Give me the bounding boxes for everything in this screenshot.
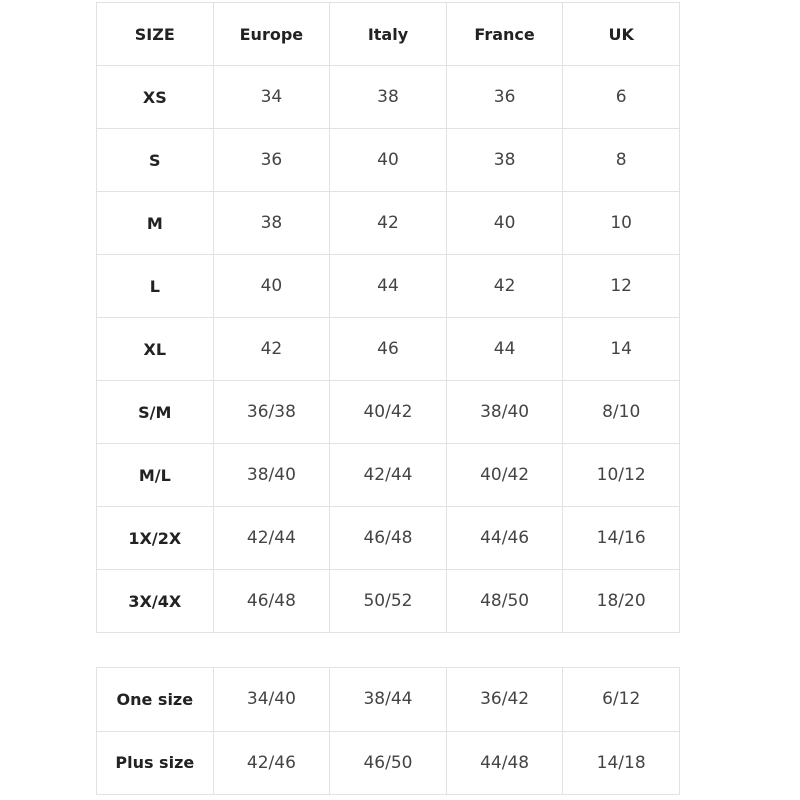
size-label-cell: L (96, 254, 214, 318)
size-label-cell: S (96, 128, 214, 192)
table-row: 3X/4X 46/48 50/52 48/50 18/20 (96, 569, 680, 633)
value-cell: France (445, 2, 564, 66)
value-cell: 40 (212, 254, 331, 318)
value-cell: 40/42 (445, 443, 564, 507)
value-cell: 44 (329, 254, 447, 318)
value-cell: 40/42 (329, 380, 447, 444)
value-cell: 12 (562, 254, 680, 318)
value-cell: 8/10 (562, 380, 680, 444)
value-cell: Italy (329, 2, 447, 66)
value-cell: 14/18 (562, 730, 680, 795)
value-cell: 44 (445, 317, 564, 381)
value-cell: 42/46 (212, 730, 331, 795)
size-label-cell: One size (96, 667, 214, 732)
value-cell: 46/50 (329, 730, 447, 795)
value-cell: 42 (212, 317, 331, 381)
value-cell: 40 (445, 191, 564, 255)
value-cell: 42 (329, 191, 447, 255)
table-row: XL 42 46 44 14 (96, 317, 680, 381)
value-cell: 42/44 (329, 443, 447, 507)
table-row: One size 34/40 38/44 36/42 6/12 (96, 667, 680, 732)
table-row: S/M 36/38 40/42 38/40 8/10 (96, 380, 680, 444)
table-row: M/L 38/40 42/44 40/42 10/12 (96, 443, 680, 507)
value-cell: 38/44 (329, 667, 447, 732)
value-cell: 46/48 (212, 569, 331, 633)
value-cell: UK (562, 2, 680, 66)
value-cell: 44/48 (445, 730, 564, 795)
one-plus-size-table: One size 34/40 38/44 36/42 6/12 Plus size 42/4… (96, 667, 680, 795)
value-cell: 38 (329, 65, 447, 129)
size-label-cell: SIZE (96, 2, 214, 66)
value-cell: 44/46 (445, 506, 564, 570)
size-chart-table: SIZE Europe Italy France UK XS 34 38 36 6 S 36 40 38 8… (96, 2, 680, 633)
table-row: XS 34 38 36 6 (96, 65, 680, 129)
table-row: Plus size 42/46 46/50 44/48 14/18 (96, 730, 680, 795)
value-cell: 6/12 (562, 667, 680, 732)
table-row: S 36 40 38 8 (96, 128, 680, 192)
value-cell: 6 (562, 65, 680, 129)
value-cell: 36 (212, 128, 331, 192)
size-label-cell: S/M (96, 380, 214, 444)
size-label-cell: 3X/4X (96, 569, 214, 633)
header-row: SIZE Europe Italy France UK (96, 2, 680, 66)
value-cell: 36/38 (212, 380, 331, 444)
value-cell: 38 (445, 128, 564, 192)
value-cell: 18/20 (562, 569, 680, 633)
size-label-cell: M (96, 191, 214, 255)
table-row: 1X/2X 42/44 46/48 44/46 14/16 (96, 506, 680, 570)
value-cell: 8 (562, 128, 680, 192)
table-row: L 40 44 42 12 (96, 254, 680, 318)
value-cell: 38 (212, 191, 331, 255)
value-cell: 38/40 (445, 380, 564, 444)
value-cell: 34/40 (212, 667, 331, 732)
value-cell: 42 (445, 254, 564, 318)
value-cell: 48/50 (445, 569, 564, 633)
size-label-cell: Plus size (96, 730, 214, 795)
value-cell: 50/52 (329, 569, 447, 633)
table-row: M 38 42 40 10 (96, 191, 680, 255)
size-label-cell: XL (96, 317, 214, 381)
value-cell: 46 (329, 317, 447, 381)
size-label-cell: M/L (96, 443, 214, 507)
value-cell: Europe (212, 2, 331, 66)
size-label-cell: XS (96, 65, 214, 129)
value-cell: 14/16 (562, 506, 680, 570)
value-cell: 36 (445, 65, 564, 129)
value-cell: 38/40 (212, 443, 331, 507)
value-cell: 36/42 (445, 667, 564, 732)
value-cell: 10/12 (562, 443, 680, 507)
value-cell: 42/44 (212, 506, 331, 570)
value-cell: 46/48 (329, 506, 447, 570)
value-cell: 40 (329, 128, 447, 192)
size-label-cell: 1X/2X (96, 506, 214, 570)
value-cell: 14 (562, 317, 680, 381)
value-cell: 34 (212, 65, 331, 129)
value-cell: 10 (562, 191, 680, 255)
